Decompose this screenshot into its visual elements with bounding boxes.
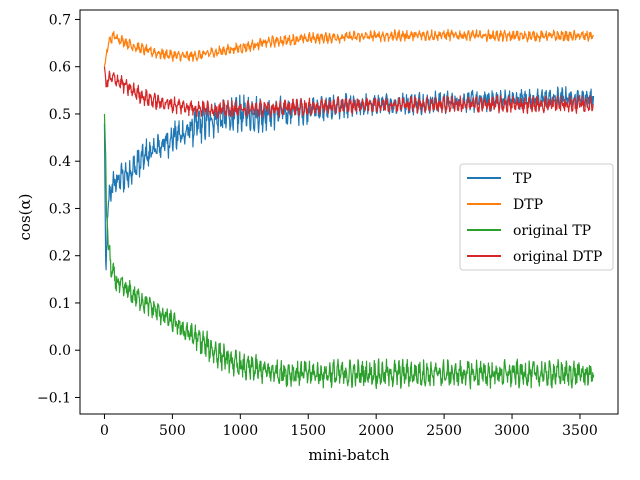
legend-label: original TP [513, 223, 591, 239]
x-tick-label: 3500 [562, 423, 598, 439]
x-tick-label: 1500 [290, 423, 326, 439]
x-axis: 0 500 1000 1500 2000 2500 3000 3500 [100, 414, 598, 439]
x-tick-label: 3000 [494, 423, 530, 439]
legend-box [459, 163, 614, 271]
series-line-original-tp [103, 113, 595, 390]
plot-area-frame [79, 9, 619, 415]
x-tick-label: 2500 [426, 423, 462, 439]
series-line-original-dtp [103, 66, 594, 119]
y-tick-label: 0.0 [49, 343, 71, 359]
legend-label: DTP [513, 197, 543, 213]
y-axis: −0.1 0.0 0.1 0.2 0.3 0.4 0.5 0.6 0.7 [37, 12, 80, 406]
legend-label: original DTP [513, 249, 602, 265]
y-tick-label: 0.7 [49, 12, 71, 28]
series-line-dtp [103, 28, 595, 67]
y-tick-label: 0.4 [49, 154, 71, 170]
y-tick-label: 0.6 [49, 60, 71, 76]
x-tick-label: 500 [159, 423, 186, 439]
x-axis-label: mini-batch [308, 446, 390, 464]
y-tick-label: 0.1 [49, 296, 71, 312]
y-tick-label: 0.2 [49, 249, 71, 265]
x-tick-label: 2000 [358, 423, 394, 439]
y-tick-label: −0.1 [37, 390, 71, 406]
x-tick-label: 1000 [222, 423, 258, 439]
y-tick-label: 0.5 [49, 107, 71, 123]
y-axis-label: cos(α) [16, 194, 34, 241]
legend-label: TP [513, 171, 532, 187]
legend: TP DTP original TP original DTP [459, 163, 614, 271]
x-tick-label: 0 [100, 423, 109, 439]
series-layer [103, 28, 595, 390]
y-tick-label: 0.3 [49, 201, 71, 217]
